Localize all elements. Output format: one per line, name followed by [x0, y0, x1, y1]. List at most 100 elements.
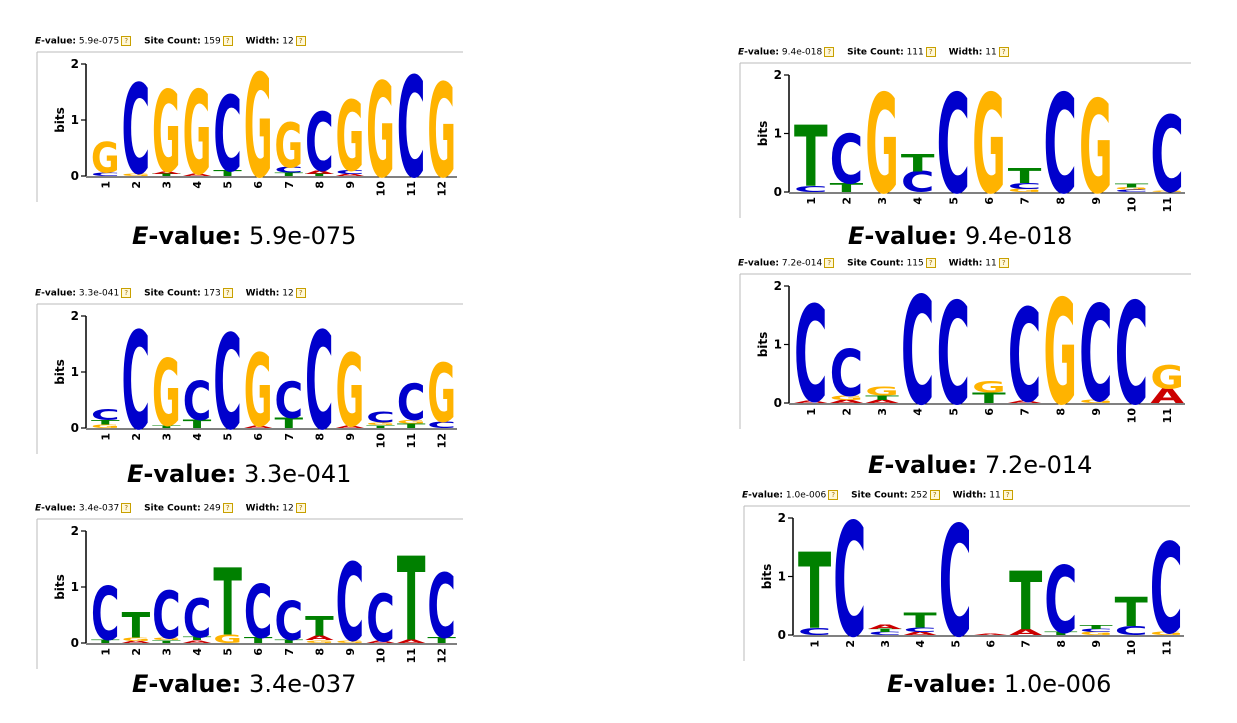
- logo-letter-cytosine: C: [427, 555, 456, 659]
- position-label: 2: [840, 408, 853, 416]
- help-icon[interactable]: ?: [121, 288, 132, 298]
- site-count-value: 173: [203, 288, 221, 299]
- help-icon[interactable]: ?: [295, 288, 306, 298]
- help-icon[interactable]: ?: [222, 36, 233, 46]
- logo-letter-guanine: G: [183, 67, 212, 201]
- logo-letter-thymine: T: [901, 150, 936, 178]
- logo-letter-thymine: T: [244, 636, 273, 645]
- position-label: 7: [283, 181, 296, 189]
- position-label: 5: [222, 181, 235, 189]
- motif-meta: E-value: 1.0e-006? Site Count: 252? Widt…: [742, 490, 1023, 501]
- logo-letter-guanine: G: [865, 384, 899, 398]
- position-label: 12: [436, 433, 449, 448]
- logo-letter-cytosine: C: [901, 166, 935, 199]
- logo-letter-cytosine: C: [1079, 629, 1112, 634]
- site-count-value: 111: [906, 47, 924, 58]
- help-icon[interactable]: ?: [121, 503, 132, 513]
- motif-meta: E-value: 7.2e-014? Site Count: 115? Widt…: [738, 258, 1019, 269]
- evalue-large: 7.2e-014: [985, 451, 1093, 479]
- motif-caption: E-value: 9.4e-018: [848, 222, 1073, 250]
- position-label: 11: [1161, 197, 1174, 212]
- help-icon[interactable]: ?: [925, 47, 936, 57]
- logo-letter-guanine: G: [830, 394, 864, 401]
- position-label: 9: [1090, 197, 1103, 205]
- y-axis-label: bits: [53, 574, 67, 600]
- position-label: 4: [191, 648, 204, 656]
- logo-letter-thymine: T: [305, 611, 334, 642]
- help-icon[interactable]: ?: [121, 36, 132, 46]
- logo-letter-thymine: T: [1115, 183, 1150, 189]
- logo-letter-cytosine: C: [1115, 275, 1149, 438]
- position-label: 6: [985, 640, 998, 648]
- site-count-value: 115: [906, 258, 924, 269]
- logo-letter-guanine: G: [865, 65, 899, 225]
- logo-letter-adenine: A: [336, 173, 365, 177]
- logo-letter-guanine: G: [397, 419, 426, 424]
- position-label: 10: [375, 433, 388, 449]
- position-label: 9: [344, 433, 357, 441]
- help-icon[interactable]: ?: [222, 503, 233, 513]
- help-icon[interactable]: ?: [295, 36, 306, 46]
- logo-letter-guanine: G: [972, 377, 1006, 396]
- position-label: 1: [99, 181, 112, 189]
- position-label: 12: [436, 648, 449, 663]
- help-icon[interactable]: ?: [295, 503, 306, 513]
- y-tick-label: 0: [774, 396, 782, 410]
- position-label: 11: [405, 648, 418, 663]
- help-icon[interactable]: ?: [1002, 490, 1013, 500]
- logo-letter-adenine: A: [183, 173, 212, 177]
- y-tick-label: 1: [778, 570, 786, 584]
- help-icon[interactable]: ?: [222, 288, 233, 298]
- position-label: 6: [252, 648, 265, 656]
- logo-letter-thymine: T: [91, 639, 121, 644]
- help-icon[interactable]: ?: [925, 258, 936, 268]
- logo-letter-thymine: T: [1044, 631, 1077, 636]
- help-icon[interactable]: ?: [828, 490, 839, 500]
- position-label: 11: [1160, 640, 1173, 655]
- logo-letter-thymine: T: [152, 173, 182, 177]
- help-icon[interactable]: ?: [824, 258, 835, 268]
- logo-letter-cytosine: C: [798, 626, 831, 637]
- position-label: 8: [1055, 640, 1068, 648]
- logo-letter-thymine: T: [830, 181, 864, 195]
- position-label: 10: [1126, 408, 1139, 424]
- logo-letter-cytosine: C: [868, 631, 901, 636]
- logo-letter-thymine: T: [794, 110, 828, 207]
- logo-letter-thymine: T: [865, 394, 900, 401]
- logo-letter-thymine: T: [275, 639, 305, 644]
- help-icon[interactable]: ?: [929, 490, 940, 500]
- logo-letter-thymine: T: [183, 417, 213, 430]
- logo-letter-thymine: T: [397, 423, 426, 430]
- logo-letter-adenine: A: [336, 425, 365, 429]
- help-icon[interactable]: ?: [998, 47, 1009, 57]
- logo-letter-guanine: G: [1150, 191, 1184, 193]
- position-label: 5: [222, 433, 235, 441]
- logo-letter-adenine: A: [868, 623, 902, 631]
- y-axis-label: bits: [756, 332, 770, 358]
- help-icon[interactable]: ?: [824, 47, 835, 57]
- position-label: 4: [912, 197, 925, 205]
- logo-letter-adenine: A: [122, 640, 151, 644]
- logo-letter-cytosine: C: [1150, 517, 1183, 662]
- motif-panel-6: E-value: 1.0e-006? Site Count: 252? Widt…: [742, 490, 1197, 705]
- logo-letter-thymine: T: [1115, 590, 1149, 637]
- width-value: 11: [985, 258, 997, 269]
- help-icon[interactable]: ?: [998, 258, 1009, 268]
- position-label: 8: [313, 648, 326, 656]
- evalue-small: 7.2e-014: [781, 258, 823, 269]
- logo-letter-cytosine: C: [830, 337, 864, 412]
- logo-letter-cytosine: C: [275, 591, 304, 653]
- motif-panel-5: E-value: 3.4e-037? Site Count: 249? Widt…: [35, 503, 465, 708]
- logo-letter-cytosine: C: [244, 571, 273, 655]
- site-count-value: 249: [203, 503, 221, 514]
- position-label: 4: [914, 640, 927, 648]
- logo-letter-adenine: A: [1009, 628, 1043, 637]
- logo-letter-thymine: T: [798, 532, 831, 653]
- y-axis-label: bits: [53, 359, 67, 385]
- logo-letter-thymine: T: [152, 640, 182, 644]
- logo-letter-adenine: A: [974, 634, 1009, 636]
- evalue-large: 1.0e-006: [1004, 670, 1112, 698]
- logo-letter-guanine: G: [1079, 399, 1113, 404]
- logo-letter-cytosine: C: [213, 308, 242, 459]
